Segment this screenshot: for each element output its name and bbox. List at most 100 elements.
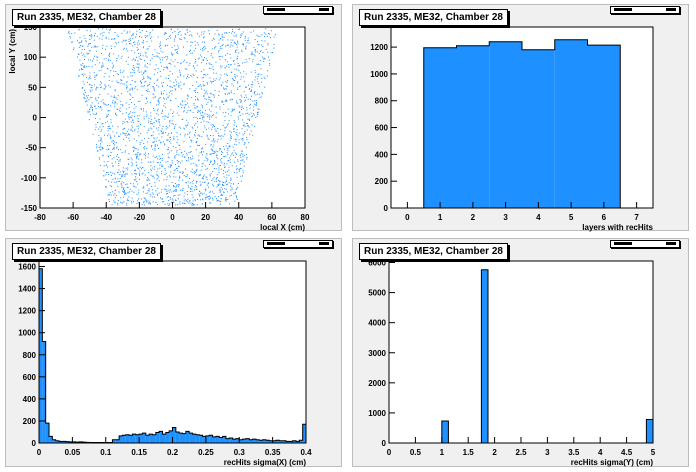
scatter-point <box>123 187 125 189</box>
scatter-point <box>174 155 176 157</box>
scatter-point <box>209 174 211 176</box>
scatter-point <box>110 95 112 97</box>
x-tick-label: 40 <box>234 213 243 222</box>
scatter-point <box>139 173 141 175</box>
scatter-point <box>222 124 224 126</box>
scatter-point <box>248 114 250 116</box>
histogram-bar <box>205 435 210 443</box>
scatter-point <box>243 122 245 124</box>
scatter-point <box>162 59 163 61</box>
y-tick-label: 100 <box>24 53 38 62</box>
scatter-point <box>216 177 218 178</box>
scatter-point <box>191 76 193 78</box>
scatter-point <box>256 34 258 36</box>
scatter-point <box>127 63 129 65</box>
scatter-point <box>137 183 139 185</box>
scatter-point <box>152 193 154 195</box>
scatter-point <box>105 48 106 50</box>
scatter-point <box>156 178 158 180</box>
scatter-point <box>210 55 212 57</box>
scatter-point <box>165 98 167 100</box>
scatter-point <box>89 35 91 36</box>
scatter-point <box>224 133 226 135</box>
histogram-bar <box>554 39 588 209</box>
scatter-point <box>219 56 221 57</box>
scatter-point <box>237 40 239 42</box>
scatter-point <box>132 45 134 47</box>
scatter-point <box>243 71 245 73</box>
scatter-point <box>84 38 86 40</box>
scatter-point <box>208 62 210 64</box>
scatter-point <box>189 88 191 90</box>
scatter-point <box>145 103 147 104</box>
scatter-point <box>133 146 135 148</box>
scatter-point <box>184 203 186 205</box>
scatter-point <box>114 32 116 33</box>
scatter-point <box>196 42 198 44</box>
scatter-point <box>220 138 222 140</box>
scatter-point <box>252 58 254 60</box>
scatter-point <box>203 59 204 61</box>
scatter-point <box>155 119 157 121</box>
scatter-point <box>95 107 97 109</box>
scatter-point <box>131 115 133 117</box>
scatter-point <box>107 172 109 173</box>
scatter-point <box>250 91 252 92</box>
scatter-point <box>171 93 173 95</box>
scatter-point <box>251 51 253 53</box>
scatter-point <box>157 177 159 179</box>
scatter-point <box>86 104 88 106</box>
scatter-point <box>214 181 216 183</box>
scatter-point <box>88 84 90 86</box>
scatter-point <box>136 203 138 205</box>
scatter-point <box>188 132 190 134</box>
scatter-point <box>274 34 276 36</box>
scatter-point <box>177 170 179 172</box>
scatter-point <box>110 119 112 121</box>
scatter-point <box>126 134 128 136</box>
scatter-point <box>269 64 271 66</box>
scatter-point <box>233 42 235 44</box>
scatter-point <box>153 82 155 84</box>
scatter-point <box>91 89 93 91</box>
scatter-point <box>215 178 217 180</box>
scatter-point <box>232 28 233 30</box>
scatter-point <box>231 83 233 85</box>
scatter-point <box>226 152 228 154</box>
scatter-point <box>95 112 97 114</box>
scatter-point <box>260 50 262 52</box>
histogram-bar <box>202 436 206 443</box>
scatter-point <box>128 137 130 139</box>
scatter-point <box>226 85 228 87</box>
scatter-point <box>100 147 102 149</box>
scatter-point <box>218 33 219 35</box>
scatter-point <box>257 93 259 95</box>
scatter-point <box>237 89 239 90</box>
scatter-point <box>175 169 177 171</box>
scatter-point <box>90 59 92 61</box>
scatter-point <box>260 96 262 98</box>
scatter-point <box>86 52 88 54</box>
scatter-point <box>158 180 160 182</box>
scatter-point <box>138 178 140 180</box>
scatter-point <box>83 83 85 85</box>
scatter-point <box>206 184 208 186</box>
scatter-point <box>118 169 120 171</box>
scatter-point <box>166 196 168 198</box>
scatter-point <box>84 89 85 91</box>
scatter-point <box>199 181 201 183</box>
x-axis-label: recHits sigma(Y) (cm) <box>571 458 654 467</box>
y-tick-label: 800 <box>23 351 37 360</box>
scatter-point <box>169 62 171 64</box>
histogram-bar <box>209 435 213 443</box>
scatter-point <box>125 173 127 175</box>
scatter-point <box>135 147 137 149</box>
scatter-point <box>97 97 99 99</box>
scatter-point <box>147 35 149 37</box>
scatter-point <box>153 122 155 123</box>
scatter-point <box>229 195 231 197</box>
panel-title: Run 2335, ME32, Chamber 28 <box>12 243 161 260</box>
scatter-point <box>130 84 132 86</box>
scatter-point <box>110 152 112 153</box>
stats-box <box>263 240 333 248</box>
